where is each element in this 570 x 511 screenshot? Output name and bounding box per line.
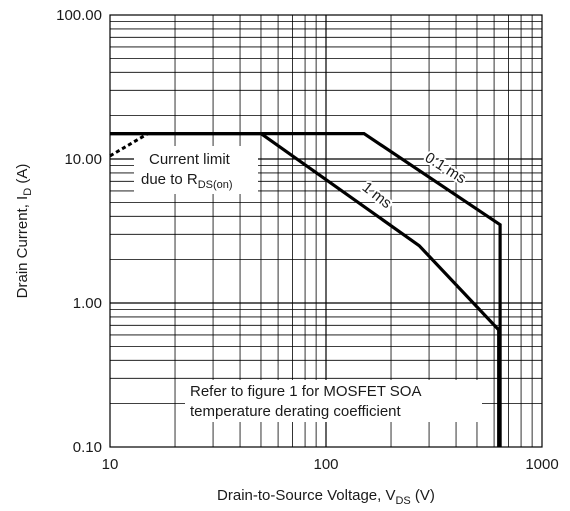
x-tick-label: 10 (102, 456, 119, 473)
grid (110, 15, 542, 447)
y-axis-title: Drain Current, ID (A) (14, 164, 34, 299)
x-tick-label: 1000 (525, 456, 558, 473)
x-tick-label: 100 (313, 456, 338, 473)
x-axis-title: Drain-to-Source Voltage, VDS (V) (217, 487, 435, 507)
derating-note-line1: Refer to figure 1 for MOSFET SOA (190, 383, 421, 400)
series-line-3 (109, 132, 149, 158)
plot-frame (109, 14, 543, 448)
current-limit-label-line1: Current limit (149, 151, 231, 168)
derating-note-bg (185, 380, 482, 422)
series-line-2 (110, 132, 501, 447)
y-tick-label: 100.00 (56, 7, 102, 24)
derating-note-line2: temperature derating coefficient (190, 403, 402, 420)
tick-labels: 10 100 1000 0.10 1.00 10.00 100.00 (56, 7, 559, 473)
y-tick-label: 10.00 (64, 151, 102, 168)
series-group (109, 132, 502, 447)
current-limit-label-bg (134, 146, 258, 194)
y-tick-label: 0.10 (73, 439, 102, 456)
y-tick-label: 1.00 (73, 295, 102, 312)
current-limit-label-line2: due to RDS(on) (141, 171, 233, 191)
